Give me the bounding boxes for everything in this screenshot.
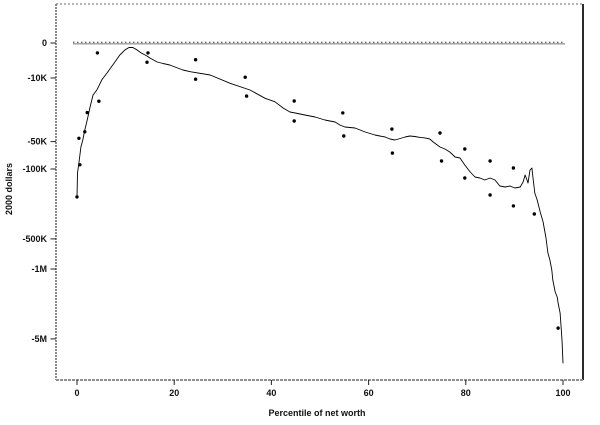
y-tick-label: -1M bbox=[32, 264, 48, 274]
scatter-point bbox=[146, 51, 150, 55]
scatter-point bbox=[439, 159, 444, 163]
scatter-point bbox=[244, 94, 249, 98]
x-tick-label: 40 bbox=[266, 388, 276, 398]
y-axis-title: 2000 dollars bbox=[4, 162, 14, 216]
scatter-point bbox=[97, 99, 101, 103]
scatter-point bbox=[488, 159, 492, 163]
scatter-point bbox=[77, 136, 81, 140]
scatter-point bbox=[556, 326, 560, 330]
scatter-point bbox=[78, 163, 82, 167]
scatter-point bbox=[488, 193, 492, 197]
scatter-point bbox=[463, 176, 467, 180]
scatter-point bbox=[390, 151, 395, 155]
debt-curve-line bbox=[76, 47, 564, 364]
scatter-point bbox=[438, 131, 442, 135]
y-tick-label: -5M bbox=[32, 334, 48, 344]
x-tick-label: 60 bbox=[364, 388, 374, 398]
y-tick-label: -10K bbox=[27, 73, 47, 83]
y-tick-label: -100K bbox=[22, 164, 47, 174]
scatter-point bbox=[292, 119, 296, 123]
scatter-point bbox=[83, 130, 87, 134]
scatter-point bbox=[511, 166, 516, 170]
scatter-point bbox=[511, 204, 516, 208]
x-axis-title: Percentile of net worth bbox=[268, 408, 366, 418]
x-tick-label: 20 bbox=[169, 388, 179, 398]
x-tick-label: 100 bbox=[555, 388, 570, 398]
x-tick-label: 80 bbox=[461, 388, 471, 398]
y-tick-label: -50K bbox=[27, 137, 47, 147]
y-tick-label: -500K bbox=[22, 234, 47, 244]
y-tick-label: 0 bbox=[42, 38, 47, 48]
scatter-point bbox=[193, 58, 198, 62]
scatter-point bbox=[95, 51, 100, 55]
scatter-point bbox=[145, 60, 149, 64]
scatter-point bbox=[193, 77, 198, 81]
scatter-point bbox=[532, 212, 536, 216]
scatter-point bbox=[390, 127, 394, 131]
scatter-point bbox=[463, 147, 467, 151]
scatter-point bbox=[75, 195, 79, 199]
scatter-point bbox=[292, 99, 296, 103]
scatter-point bbox=[243, 75, 247, 79]
scatter-point bbox=[85, 110, 89, 115]
scatter-point bbox=[341, 111, 345, 115]
x-tick-label: 0 bbox=[74, 388, 79, 398]
scatter-point bbox=[342, 134, 346, 138]
